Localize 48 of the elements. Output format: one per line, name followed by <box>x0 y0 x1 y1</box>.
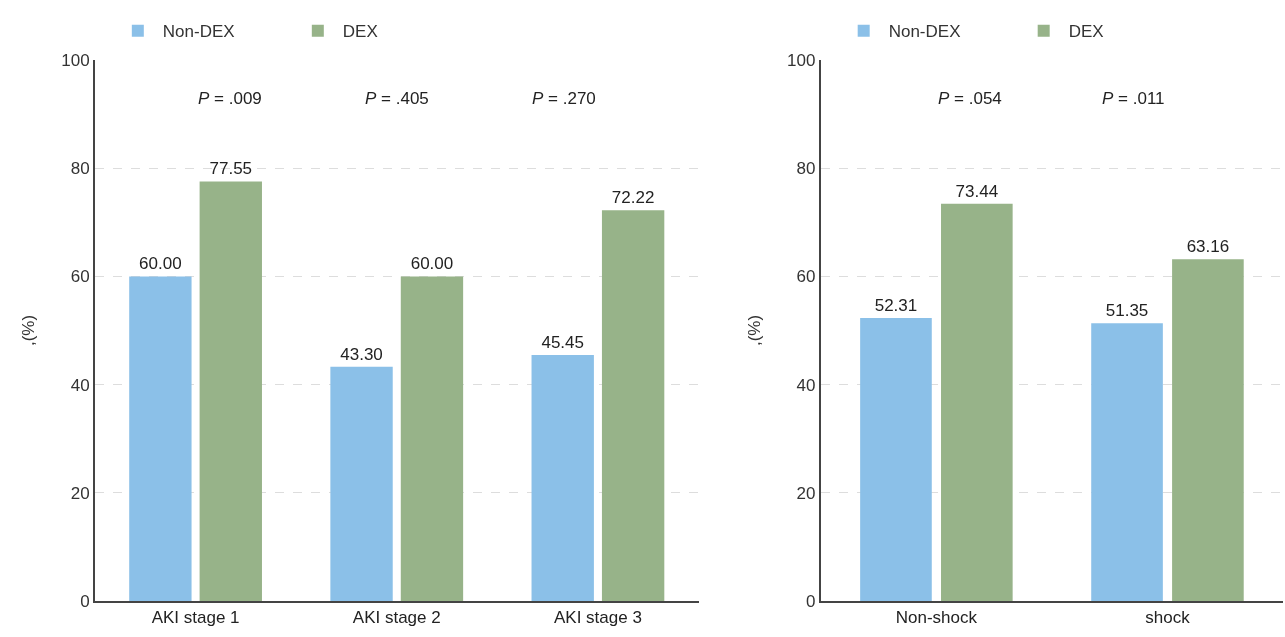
y-tick-label: 40 <box>796 375 816 395</box>
data-label: 43.30 <box>340 344 383 364</box>
legend-label: DEX <box>1068 22 1104 42</box>
data-label: 73.44 <box>955 181 999 201</box>
data-label: 72.22 <box>611 188 655 208</box>
bar <box>330 366 393 601</box>
legend-label: Non-DEX <box>162 22 235 42</box>
y-tick-label: 20 <box>70 483 90 503</box>
y-tick-label: 60 <box>70 267 90 287</box>
y-tick-label: 80 <box>796 159 816 179</box>
bar <box>531 355 594 601</box>
annotation: P = .054 <box>938 89 1002 108</box>
legend-label: DEX <box>342 22 378 42</box>
bar <box>129 276 192 601</box>
bar <box>400 276 464 601</box>
y-axis-title: ,(%) <box>745 314 765 347</box>
bar <box>941 203 1013 601</box>
data-label: 63.16 <box>1186 237 1230 257</box>
bar <box>1091 323 1163 601</box>
y-tick-label: 0 <box>806 591 816 611</box>
y-tick-label: 0 <box>80 591 90 611</box>
bar <box>601 210 665 601</box>
y-tick-label: 40 <box>70 375 90 395</box>
legend-label: Non-DEX <box>888 22 961 42</box>
data-label: 60.00 <box>139 254 182 274</box>
y-axis-title: ,(%) <box>19 314 39 347</box>
bar <box>1172 259 1244 601</box>
bar <box>199 181 262 601</box>
data-label: 60.00 <box>410 254 454 274</box>
x-tick-label: AKI stage 2 <box>352 608 441 628</box>
x-tick-label: AKI stage 3 <box>553 608 642 628</box>
x-tick-label: Non-shock <box>895 608 978 628</box>
y-tick-label: 20 <box>796 483 816 503</box>
data-label: 52.31 <box>874 296 918 315</box>
x-tick-label: shock <box>1145 608 1191 628</box>
annotation: P = .270 <box>532 89 596 108</box>
data-label: 51.35 <box>1105 301 1149 321</box>
annotation: P = .011 <box>1102 89 1165 108</box>
data-label: 45.45 <box>541 333 584 353</box>
annotation: P = .009 <box>198 89 262 108</box>
y-tick-label: 60 <box>796 267 816 287</box>
data-label: 77.55 <box>209 159 253 179</box>
x-tick-label: AKI stage 1 <box>151 608 240 628</box>
bar <box>860 318 932 601</box>
annotation: P = .405 <box>365 89 429 108</box>
y-tick-label: 100 <box>61 50 90 70</box>
y-tick-label: 80 <box>70 159 90 179</box>
y-tick-label: 100 <box>787 50 816 70</box>
